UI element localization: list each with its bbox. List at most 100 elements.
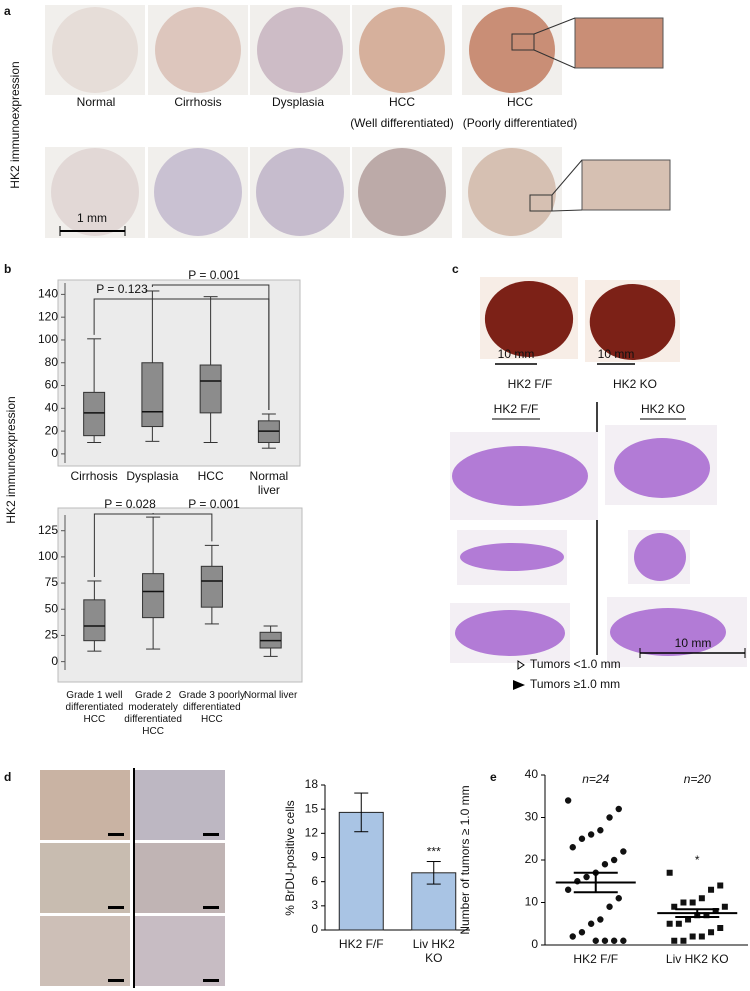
photo-label: HK2 F/F	[508, 377, 553, 391]
data-point	[698, 895, 705, 902]
data-point	[606, 814, 613, 821]
y-tick-label: 18	[305, 777, 319, 791]
y-tick-label: 0	[51, 446, 58, 460]
legend-label: Tumors ≥1.0 mm	[530, 677, 620, 691]
n-label: n=24	[582, 772, 609, 786]
data-point	[564, 886, 572, 893]
scale-bar	[108, 979, 124, 982]
data-point	[592, 937, 599, 944]
data-point	[721, 903, 728, 910]
panel-letter: a	[4, 4, 11, 18]
annotation: *	[695, 853, 700, 867]
legend-label: Tumors <1.0 mm	[530, 657, 621, 671]
data-point	[680, 899, 687, 906]
box	[199, 364, 222, 414]
scale-bar	[108, 906, 124, 909]
y-tick-label: 40	[525, 767, 539, 781]
inset-image	[581, 159, 671, 211]
annotation: P = 0.123	[96, 282, 148, 296]
panel-letter: e	[490, 770, 497, 784]
sample-label: HCC	[389, 95, 415, 109]
tissue-core	[359, 7, 445, 93]
y-axis-label: HK2 immunoexpression	[4, 396, 18, 523]
y-axis-label: % BrDU-positive cells	[283, 800, 297, 915]
y-tick-label: 15	[305, 801, 319, 815]
liver-section	[455, 610, 565, 656]
data-point	[689, 899, 696, 906]
x-tick-label: Grade 1 well differentiated HCC	[65, 690, 124, 725]
photo-label: HK2 KO	[613, 377, 657, 391]
data-point	[671, 937, 678, 944]
inset-line	[551, 159, 583, 196]
data-point	[564, 797, 572, 804]
tissue-core	[155, 7, 241, 93]
data-point	[578, 835, 586, 842]
y-tick-label: 0	[51, 654, 58, 668]
data-point	[601, 861, 609, 868]
data-point	[671, 903, 678, 910]
y-axis-label: HK2 immunoexpression	[8, 61, 22, 188]
x-tick-label: Normal liver	[249, 469, 289, 497]
ihc-image	[40, 770, 130, 840]
liver	[589, 284, 676, 360]
inset-line	[533, 17, 576, 35]
significance-bracket	[151, 284, 270, 411]
plot-frame	[57, 507, 303, 683]
y-tick-label: 40	[45, 400, 59, 414]
annotation: P = 0.028	[104, 497, 156, 511]
box	[141, 362, 164, 428]
ihc-image	[40, 916, 130, 986]
data-point	[717, 925, 724, 931]
box	[83, 599, 106, 642]
tissue-core	[256, 148, 344, 236]
scale-label: 10 mm	[498, 347, 535, 361]
sample-label: Normal	[77, 95, 116, 109]
y-tick-label: 6	[311, 874, 318, 888]
data-point	[597, 916, 604, 923]
data-point	[610, 937, 618, 944]
liver-section	[460, 543, 564, 571]
tissue-core	[468, 148, 556, 236]
annotation: P = 0.001	[188, 497, 240, 511]
box	[142, 573, 165, 619]
data-point	[685, 916, 692, 923]
liver-section	[634, 533, 686, 581]
y-tick-label: 100	[38, 549, 58, 563]
inset-box	[529, 194, 553, 212]
y-tick-label: 20	[45, 423, 59, 437]
x-tick-label: Liv HK2 KO	[666, 952, 729, 966]
data-point	[708, 886, 715, 893]
y-tick-label: 10	[525, 895, 539, 909]
data-point	[597, 827, 604, 834]
scale-label: 1 mm	[77, 211, 107, 225]
data-point	[703, 912, 710, 919]
y-tick-label: 100	[38, 332, 58, 346]
x-tick-label: HK2 F/F	[338, 937, 384, 951]
data-point	[689, 933, 696, 940]
scale-label: 10 mm	[675, 636, 712, 650]
ihc-image	[135, 770, 225, 840]
legend-symbol	[517, 660, 525, 670]
scale-bar	[203, 906, 219, 909]
y-tick-label: 75	[45, 575, 59, 589]
data-point	[680, 937, 687, 944]
data-point	[666, 920, 673, 927]
data-point	[578, 929, 586, 936]
data-point	[610, 856, 618, 864]
x-tick-label: HK2 F/F	[573, 952, 618, 966]
y-tick-label: 0	[311, 922, 318, 936]
y-tick-label: 3	[311, 898, 318, 912]
x-tick-label: Normal liver	[243, 690, 298, 701]
scale-bar	[108, 833, 124, 836]
sample-label: (Well differentiated)	[350, 116, 454, 130]
data-point	[620, 937, 627, 944]
section-header: HK2 KO	[641, 402, 685, 416]
tissue-core	[257, 7, 343, 93]
y-tick-label: 50	[45, 601, 59, 615]
tissue-core	[154, 148, 242, 236]
y-tick-label: 120	[38, 309, 58, 323]
data-point	[620, 848, 627, 855]
ihc-image	[135, 843, 225, 913]
